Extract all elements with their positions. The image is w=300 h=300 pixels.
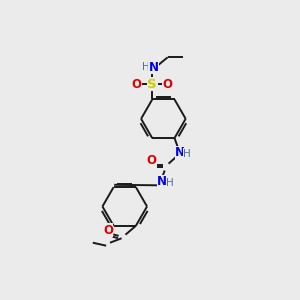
Text: O: O <box>103 224 113 237</box>
Text: O: O <box>146 154 156 167</box>
Text: O: O <box>132 77 142 91</box>
Text: N: N <box>149 61 159 74</box>
Text: O: O <box>163 77 173 91</box>
Text: S: S <box>147 77 157 91</box>
Text: N: N <box>157 175 167 188</box>
Text: H: H <box>142 62 150 72</box>
Text: H: H <box>166 178 174 188</box>
Text: N: N <box>175 146 185 159</box>
Text: H: H <box>183 148 191 159</box>
